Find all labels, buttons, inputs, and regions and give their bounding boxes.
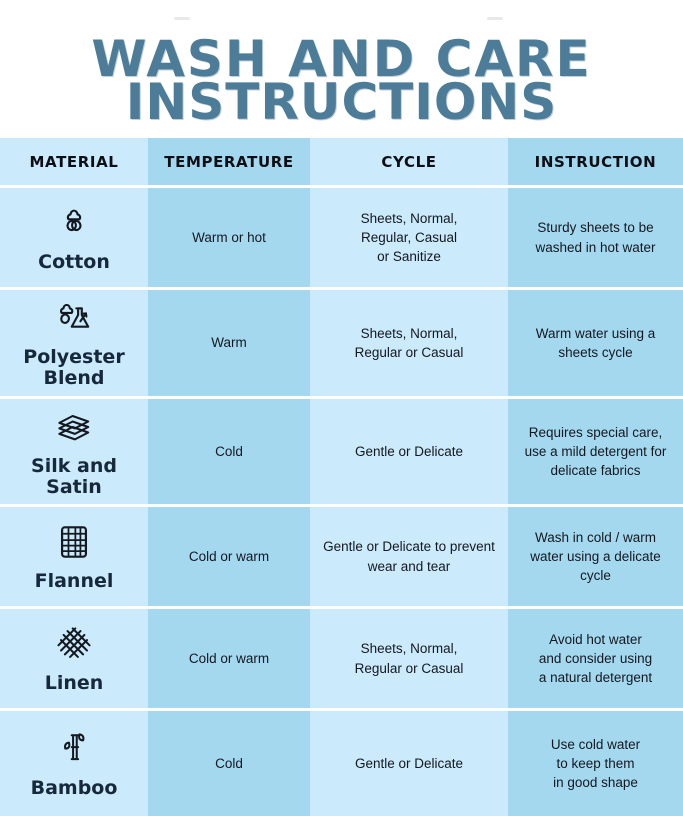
cycle-cell: Gentle or Delicate bbox=[310, 398, 508, 505]
cycle-text: Sheets, Normal, Regular or Casual bbox=[354, 325, 464, 360]
cycle-text: Sheets, Normal, Regular, Casual or Sanit… bbox=[360, 210, 458, 265]
cycle-text: Sheets, Normal, Regular or Casual bbox=[354, 641, 464, 676]
bamboo-stalk-icon bbox=[52, 727, 96, 771]
cycle-text: Gentle or Delicate bbox=[354, 443, 464, 459]
top-artifact-right bbox=[487, 17, 503, 20]
title-line-1: WASH AND CARE bbox=[91, 30, 592, 88]
temperature-text: Warm bbox=[211, 335, 247, 351]
material-label: Linen bbox=[44, 672, 104, 695]
material-cell: Flannel bbox=[0, 507, 148, 607]
cycle-text: Gentle or Delicate to prevent wear and t… bbox=[323, 539, 495, 574]
table-row: Bamboo Cold Gentle or Delicate Use cold … bbox=[0, 711, 683, 816]
header-label: MATERIAL bbox=[29, 152, 119, 171]
temperature-cell: Cold bbox=[148, 398, 310, 505]
material-label: Polyester Blend bbox=[23, 346, 125, 390]
header-label: INSTRUCTION bbox=[534, 152, 657, 171]
instruction-cell: Requires special care, use a mild deterg… bbox=[508, 398, 683, 505]
material-label: Flannel bbox=[34, 570, 114, 593]
temperature-text: Warm or hot bbox=[192, 229, 266, 245]
temperature-cell: Warm bbox=[148, 290, 310, 396]
column-header-material: MATERIAL bbox=[0, 138, 148, 185]
page-title: WASH AND CARE INSTRUCTIONS bbox=[0, 30, 683, 131]
material-cell: Silk and Satin bbox=[0, 398, 148, 505]
material-cell: Cotton bbox=[0, 188, 148, 287]
table-row: Linen Cold or warm Sheets, Normal, Regul… bbox=[0, 609, 683, 712]
material-cell: Bamboo bbox=[0, 711, 148, 816]
polyester-flask-icon bbox=[52, 296, 96, 340]
header-label: TEMPERATURE bbox=[164, 152, 294, 171]
cycle-cell: Sheets, Normal, Regular or Casual bbox=[310, 290, 508, 396]
instruction-text: Use cold water to keep them in good shap… bbox=[550, 736, 641, 791]
cotton-boll-icon bbox=[52, 201, 96, 245]
instruction-cell: Sturdy sheets to be washed in hot water bbox=[508, 188, 683, 287]
table-row: Flannel Cold or warm Gentle or Delicate … bbox=[0, 507, 683, 610]
cycle-cell: Gentle or Delicate to prevent wear and t… bbox=[310, 507, 508, 607]
instruction-cell: Avoid hot water and consider using a nat… bbox=[508, 609, 683, 709]
column-header-instruction: INSTRUCTION bbox=[508, 138, 683, 185]
top-artifact-left bbox=[174, 17, 190, 20]
temperature-text: Cold bbox=[215, 443, 243, 459]
instruction-text: Avoid hot water and consider using a nat… bbox=[538, 631, 653, 686]
cycle-text: Gentle or Delicate bbox=[354, 755, 464, 771]
temperature-text: Cold bbox=[215, 755, 243, 771]
instruction-cell: Wash in cold / warm water using a delica… bbox=[508, 507, 683, 607]
material-label: Bamboo bbox=[30, 777, 118, 800]
material-cell: Linen bbox=[0, 609, 148, 709]
folded-fabric-icon bbox=[52, 405, 96, 449]
instruction-text: Sturdy sheets to be washed in hot water bbox=[535, 220, 656, 255]
temperature-cell: Cold or warm bbox=[148, 609, 310, 709]
temperature-text: Cold or warm bbox=[188, 548, 270, 564]
material-label: Cotton bbox=[38, 251, 110, 274]
woven-crosshatch-icon bbox=[52, 622, 96, 666]
instruction-text: Wash in cold / warm water using a delica… bbox=[530, 529, 661, 584]
care-instructions-table: MATERIAL TEMPERATURE CYCLE INSTRUCTION bbox=[0, 138, 683, 816]
title-line-2: INSTRUCTIONS bbox=[125, 73, 558, 131]
cycle-cell: Sheets, Normal, Regular, Casual or Sanit… bbox=[310, 188, 508, 287]
temperature-cell: Cold or warm bbox=[148, 507, 310, 607]
temperature-cell: Warm or hot bbox=[148, 188, 310, 287]
cycle-cell: Sheets, Normal, Regular or Casual bbox=[310, 609, 508, 709]
column-header-cycle: CYCLE bbox=[310, 138, 508, 185]
cycle-cell: Gentle or Delicate bbox=[310, 711, 508, 816]
plaid-grid-icon bbox=[52, 520, 96, 564]
instruction-text: Warm water using a sheets cycle bbox=[535, 325, 656, 360]
table-row: Silk and Satin Cold Gentle or Delicate R… bbox=[0, 398, 683, 508]
material-label: Silk and Satin bbox=[31, 454, 117, 498]
table-header-row: MATERIAL TEMPERATURE CYCLE INSTRUCTION bbox=[0, 138, 683, 188]
temperature-text: Cold or warm bbox=[188, 650, 270, 666]
table-row: Cotton Warm or hot Sheets, Normal, Regul… bbox=[0, 188, 683, 290]
instruction-cell: Use cold water to keep them in good shap… bbox=[508, 711, 683, 816]
header-label: CYCLE bbox=[381, 152, 437, 171]
material-cell: Polyester Blend bbox=[0, 290, 148, 396]
column-header-temperature: TEMPERATURE bbox=[148, 138, 310, 185]
temperature-cell: Cold bbox=[148, 711, 310, 816]
instruction-cell: Warm water using a sheets cycle bbox=[508, 290, 683, 396]
table-row: Polyester Blend Warm Sheets, Normal, Reg… bbox=[0, 290, 683, 399]
instruction-text: Requires special care, use a mild deterg… bbox=[524, 424, 667, 478]
